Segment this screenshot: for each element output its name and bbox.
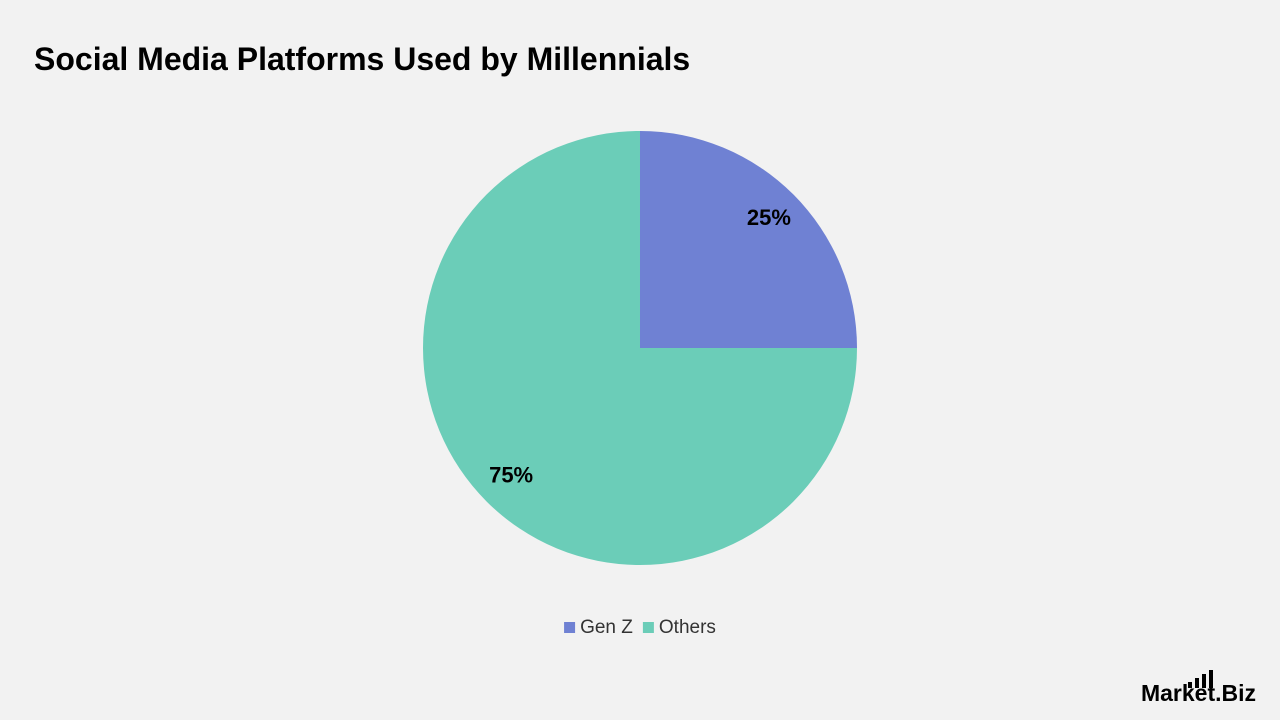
logo-icon (1188, 670, 1213, 688)
pie-slice (640, 131, 857, 348)
value-label: 25% (747, 205, 791, 230)
chart-title: Social Media Platforms Used by Millennia… (34, 41, 690, 77)
legend-swatch (564, 622, 576, 633)
legend-label: Others (659, 617, 716, 638)
logo: Market.Biz (1141, 680, 1256, 706)
legend-swatch (642, 622, 654, 633)
value-label: 75% (489, 463, 533, 488)
pie-slice (423, 131, 857, 565)
legend-label: Gen Z (580, 617, 633, 638)
